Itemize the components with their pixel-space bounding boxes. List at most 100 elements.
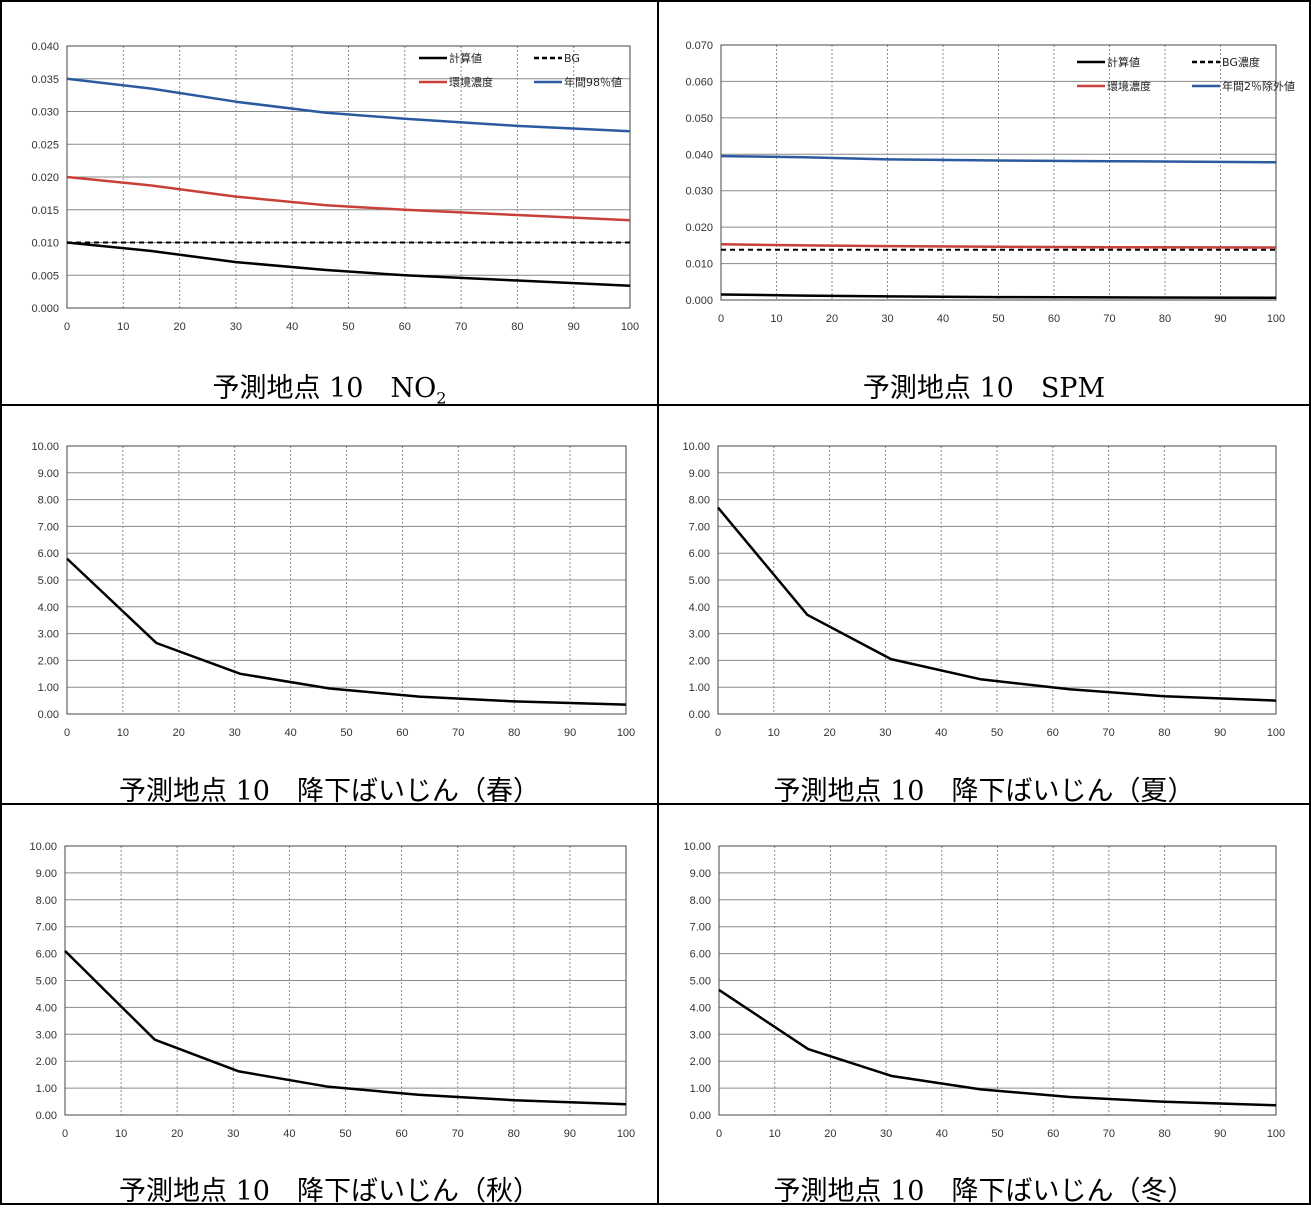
- plot-frame: [66, 445, 627, 715]
- chart-panel-5: 0 10 20 30 40 50 60 70 80 90 100 0.00 1.00 2.00 3.00 4.…: [0, 803, 659, 1207]
- x-tick-label: 20: [824, 1128, 836, 1140]
- caption-subscript: 2: [436, 388, 447, 408]
- series-line-3: [720, 243, 1277, 249]
- x-tick-label: 100: [1267, 727, 1285, 739]
- y-tick-label: 2.00: [690, 1056, 711, 1068]
- chart-caption: 予測地点 10 SPM: [659, 366, 1309, 405]
- chart-svg: 0 10 20 30 40 50 60 70 80 90 100 0.00 1.00 2.00 3.00 4.…: [682, 441, 1285, 739]
- plot-frame: [720, 44, 1277, 301]
- y-tick-label: 3.00: [690, 1029, 711, 1041]
- x-tick-label: 80: [1158, 1128, 1170, 1140]
- y-tick-label: 9.00: [689, 468, 710, 480]
- series-line-3: [66, 175, 631, 222]
- caption-text: 予測地点 10 降下ばいじん（夏）: [773, 776, 1195, 807]
- caption-text: 予測地点 10 降下ばいじん（春）: [119, 776, 540, 807]
- x-tick-label: 40: [286, 321, 298, 333]
- y-tick-label: 0.030: [685, 186, 713, 198]
- y-tick-label: 0.050: [685, 113, 713, 125]
- y-tick-label: 8.00: [38, 495, 59, 507]
- x-tick-label: 10: [117, 321, 129, 333]
- y-tick-label: 8.00: [36, 895, 57, 907]
- y-tick-label: 10.00: [682, 441, 710, 453]
- y-tick-label: 9.00: [36, 868, 57, 880]
- x-tick-label: 30: [880, 1128, 892, 1140]
- chart-panel-4: 0 10 20 30 40 50 60 70 80 90 100 0.00 1.00 2.00 3.00 4.…: [657, 404, 1311, 807]
- x-tick-label: 90: [1214, 727, 1226, 739]
- x-tick-label: 90: [1214, 1128, 1226, 1140]
- y-tick-label: 0.060: [685, 76, 713, 88]
- series-line-4: [720, 154, 1277, 164]
- x-tick-label: 20: [173, 727, 185, 739]
- chart-svg: 0 10 20 30 40 50 60 70 80 90 100 0.00 1.00 2.00 3.00 4.…: [29, 841, 635, 1140]
- series-line-1: [66, 241, 631, 287]
- y-tick-label: 1.00: [36, 1083, 57, 1095]
- y-tick-label: 5.00: [36, 976, 57, 988]
- x-tick-label: 80: [508, 1128, 520, 1140]
- x-tick-label: 40: [936, 1128, 948, 1140]
- x-tick-label: 100: [617, 1128, 635, 1140]
- x-tick-label: 10: [115, 1128, 127, 1140]
- x-tick-label: 80: [1158, 727, 1170, 739]
- x-tick-label: 40: [937, 313, 949, 325]
- y-tick-label: 1.00: [38, 682, 59, 694]
- x-tick-label: 30: [227, 1128, 239, 1140]
- legend-label: BG: [564, 52, 580, 65]
- x-tick-label: 60: [395, 1128, 407, 1140]
- plot-frame: [718, 845, 1277, 1116]
- x-tick-label: 30: [881, 313, 893, 325]
- y-tick-label: 4.00: [36, 1002, 57, 1014]
- x-tick-label: 100: [621, 321, 639, 333]
- plot-frame: [717, 445, 1277, 715]
- x-tick-label: 0: [715, 727, 721, 739]
- y-tick-label: 3.00: [36, 1029, 57, 1041]
- y-tick-label: 2.00: [38, 655, 59, 667]
- x-tick-label: 90: [564, 1128, 576, 1140]
- x-tick-label: 90: [1214, 313, 1226, 325]
- x-tick-label: 10: [117, 727, 129, 739]
- x-tick-label: 0: [716, 1128, 722, 1140]
- chart-caption: 予測地点 10 降下ばいじん（冬）: [659, 1169, 1309, 1208]
- y-tick-label: 0.00: [689, 709, 710, 721]
- series-line-1: [718, 988, 1277, 1107]
- y-tick-label: 0.040: [685, 149, 713, 161]
- x-tick-label: 50: [339, 1128, 351, 1140]
- legend: 計算値 BG 環境濃度 年間98％値: [419, 51, 622, 89]
- x-tick-label: 70: [452, 727, 464, 739]
- x-tick-label: 70: [1103, 1128, 1115, 1140]
- x-tick-label: 0: [718, 313, 724, 325]
- x-tick-label: 50: [991, 727, 1003, 739]
- x-tick-label: 10: [768, 727, 780, 739]
- legend-label: 年間2％除外値: [1222, 79, 1295, 93]
- series-line-1: [66, 557, 627, 706]
- x-tick-label: 20: [173, 321, 185, 333]
- x-tick-label: 70: [455, 321, 467, 333]
- x-tick-label: 20: [823, 727, 835, 739]
- x-tick-label: 50: [991, 1128, 1003, 1140]
- y-tick-label: 0.010: [31, 238, 59, 250]
- y-tick-label: 10.00: [29, 841, 57, 853]
- plot-frame: [64, 845, 627, 1116]
- y-tick-label: 5.00: [690, 976, 711, 988]
- x-tick-label: 0: [62, 1128, 68, 1140]
- x-tick-label: 60: [1047, 1128, 1059, 1140]
- y-tick-label: 8.00: [689, 495, 710, 507]
- y-tick-label: 8.00: [690, 895, 711, 907]
- x-tick-label: 100: [1267, 313, 1285, 325]
- x-tick-label: 60: [399, 321, 411, 333]
- legend-label: 計算値: [449, 51, 482, 65]
- chart-panel-3: 0 10 20 30 40 50 60 70 80 90 100 0.00 1.00 2.00 3.00 4.…: [0, 404, 659, 807]
- x-tick-label: 10: [769, 1128, 781, 1140]
- y-tick-label: 0.000: [31, 303, 59, 315]
- x-tick-label: 50: [340, 727, 352, 739]
- caption-text: 予測地点 10 SPM: [862, 373, 1106, 404]
- y-tick-label: 7.00: [36, 922, 57, 934]
- chart-svg: 0 10 20 30 40 50 60 70 80 90 100 0.00 1.00 2.00 3.00 4.…: [683, 841, 1285, 1140]
- legend-label: 計算値: [1107, 55, 1140, 69]
- y-tick-label: 0.005: [31, 270, 59, 282]
- legend-label: 環境濃度: [449, 75, 493, 89]
- y-tick-label: 2.00: [689, 655, 710, 667]
- x-tick-label: 20: [171, 1128, 183, 1140]
- chart-svg: 0 10 20 30 40 50 60 70 80 90 100 0.000 0.005 0.010 0.0…: [31, 41, 639, 333]
- x-tick-label: 100: [1267, 1128, 1285, 1140]
